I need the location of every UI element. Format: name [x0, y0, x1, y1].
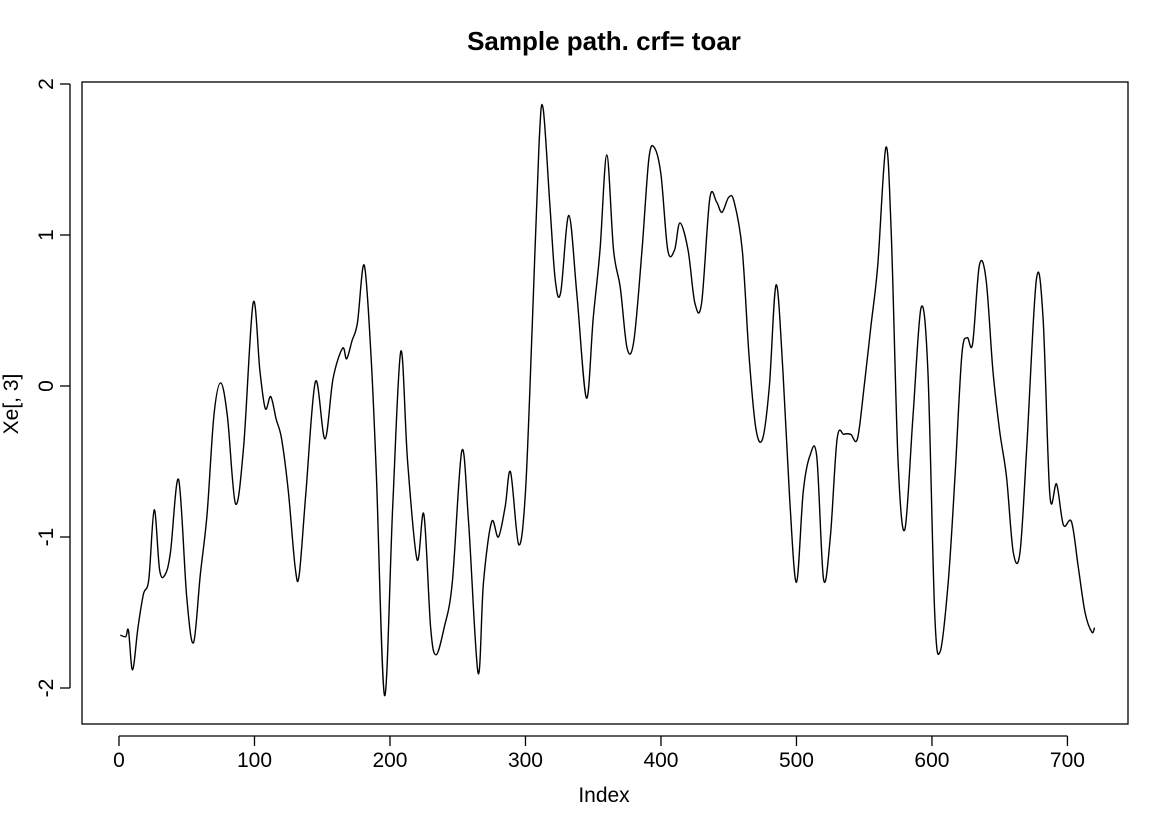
x-tick-label: 100 [237, 749, 272, 772]
series-line [120, 103, 1096, 697]
x-tick-label: 500 [779, 749, 814, 772]
x-tick-label: 600 [914, 749, 949, 772]
y-axis: -2 -1 0 1 2 [35, 78, 71, 698]
x-axis-label: Index [578, 784, 630, 807]
x-tick-label: 200 [372, 749, 407, 772]
chart-title: Sample path. crf= toar [467, 26, 741, 56]
x-tick-label: 700 [1050, 749, 1085, 772]
y-tick-label: -2 [35, 679, 58, 698]
y-tick-label: 1 [35, 229, 58, 241]
y-tick-label: 0 [35, 380, 58, 392]
y-tick-label: -1 [35, 528, 58, 547]
x-tick-label: 0 [113, 749, 125, 772]
x-axis: 0 100 200 300 400 500 600 700 [113, 735, 1085, 772]
plot-area-border [81, 81, 1129, 725]
y-tick-label: 2 [35, 78, 58, 90]
y-axis-label: Xe[, 3] [0, 374, 23, 435]
x-tick-label: 400 [643, 749, 678, 772]
x-tick-label: 300 [508, 749, 543, 772]
